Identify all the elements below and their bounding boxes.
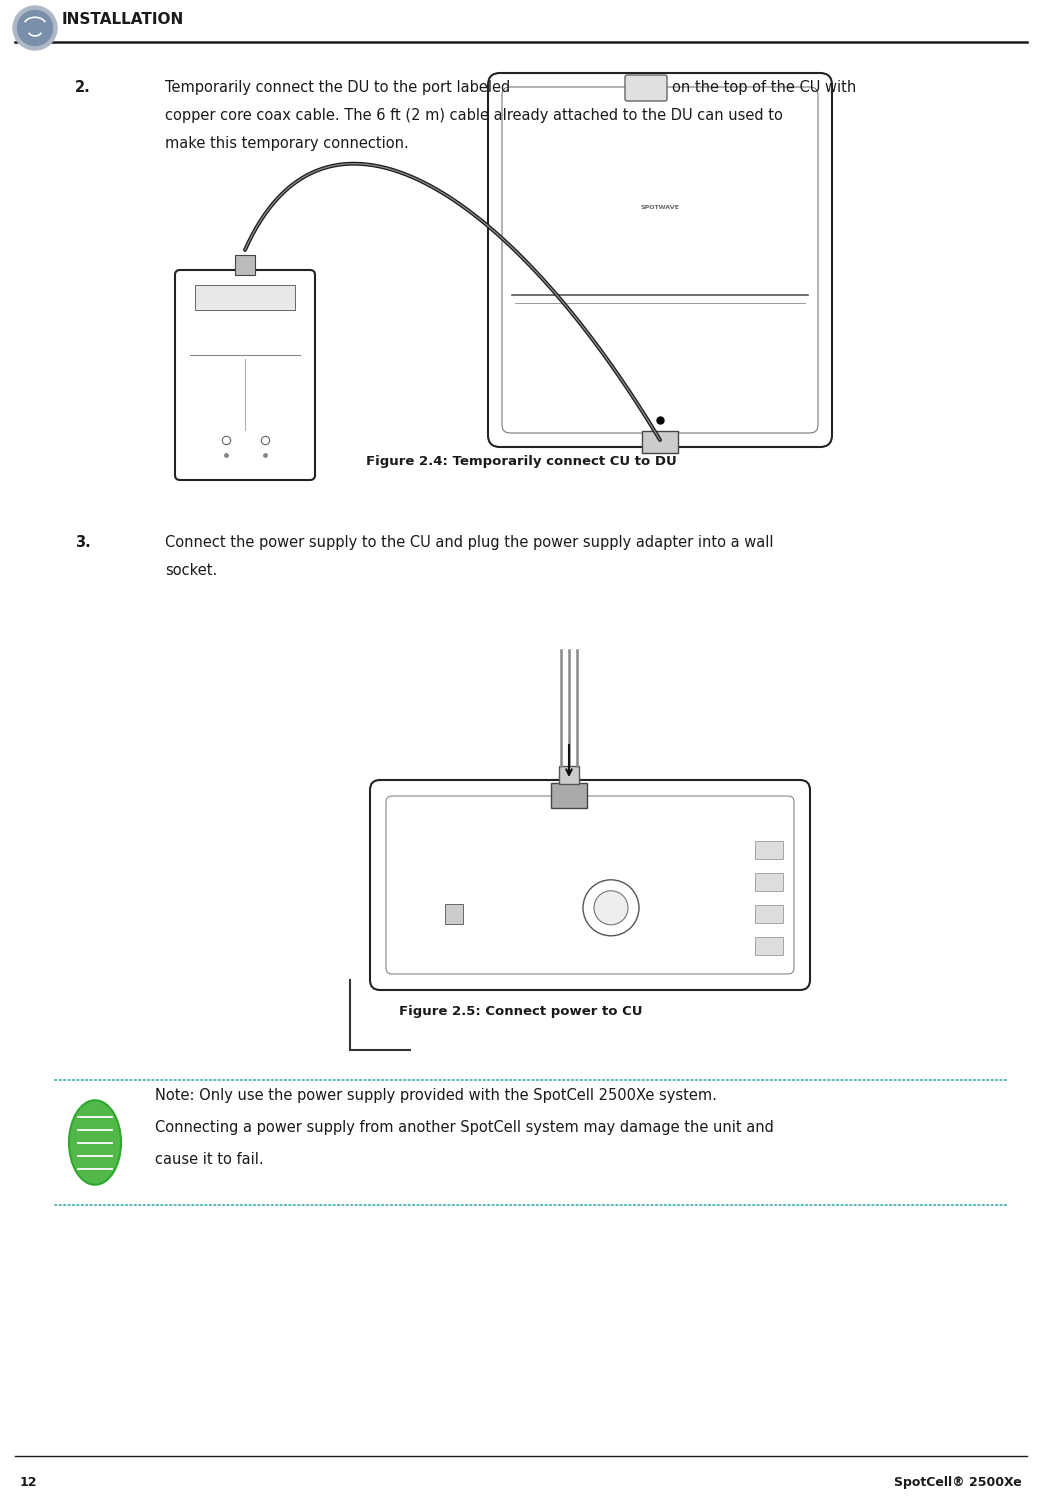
FancyBboxPatch shape (195, 285, 295, 310)
Bar (755, 873, 783, 892)
Bar (755, 905, 783, 923)
Text: Figure 2.4: Temporarily connect CU to DU: Figure 2.4: Temporarily connect CU to DU (366, 455, 676, 468)
Bar (235, 255, 255, 276)
Bar (445, 904, 463, 923)
Text: INSTALLATION: INSTALLATION (63, 12, 184, 27)
Circle shape (13, 6, 57, 50)
Text: 3.: 3. (75, 535, 91, 550)
Text: SpotCell® 2500Xe: SpotCell® 2500Xe (894, 1476, 1022, 1489)
Bar (559, 767, 579, 785)
Circle shape (18, 11, 52, 45)
Text: 12: 12 (20, 1476, 38, 1489)
Text: Temporarily connect the DU to the port labeled: Temporarily connect the DU to the port l… (165, 80, 511, 95)
Text: copper core coax cable. The 6 ft (2 m) cable already attached to the DU can used: copper core coax cable. The 6 ft (2 m) c… (165, 108, 783, 123)
Text: DU: DU (638, 83, 654, 93)
Bar (642, 431, 678, 453)
FancyBboxPatch shape (386, 797, 794, 974)
Text: Note: Only use the power supply provided with the SpotCell 2500Xe system.: Note: Only use the power supply provided… (155, 1087, 717, 1102)
FancyBboxPatch shape (502, 87, 818, 434)
Text: make this temporary connection.: make this temporary connection. (165, 136, 408, 151)
Text: Figure 2.5: Connect power to CU: Figure 2.5: Connect power to CU (399, 1005, 643, 1018)
Bar (755, 937, 783, 955)
Text: cause it to fail.: cause it to fail. (155, 1152, 264, 1167)
Circle shape (594, 892, 628, 925)
FancyBboxPatch shape (625, 75, 667, 101)
FancyBboxPatch shape (175, 270, 315, 480)
Text: Connect the power supply to the CU and plug the power supply adapter into a wall: Connect the power supply to the CU and p… (165, 535, 773, 550)
Text: on the top of the CU with: on the top of the CU with (672, 80, 857, 95)
Text: Connecting a power supply from another SpotCell system may damage the unit and: Connecting a power supply from another S… (155, 1120, 774, 1136)
Bar (551, 783, 587, 809)
Text: SPOTWAVE: SPOTWAVE (641, 205, 679, 209)
Circle shape (584, 880, 639, 935)
FancyBboxPatch shape (370, 780, 810, 989)
Text: socket.: socket. (165, 563, 217, 578)
FancyBboxPatch shape (488, 72, 832, 447)
Ellipse shape (69, 1101, 121, 1185)
Bar (755, 840, 783, 858)
Text: 2.: 2. (75, 80, 91, 95)
